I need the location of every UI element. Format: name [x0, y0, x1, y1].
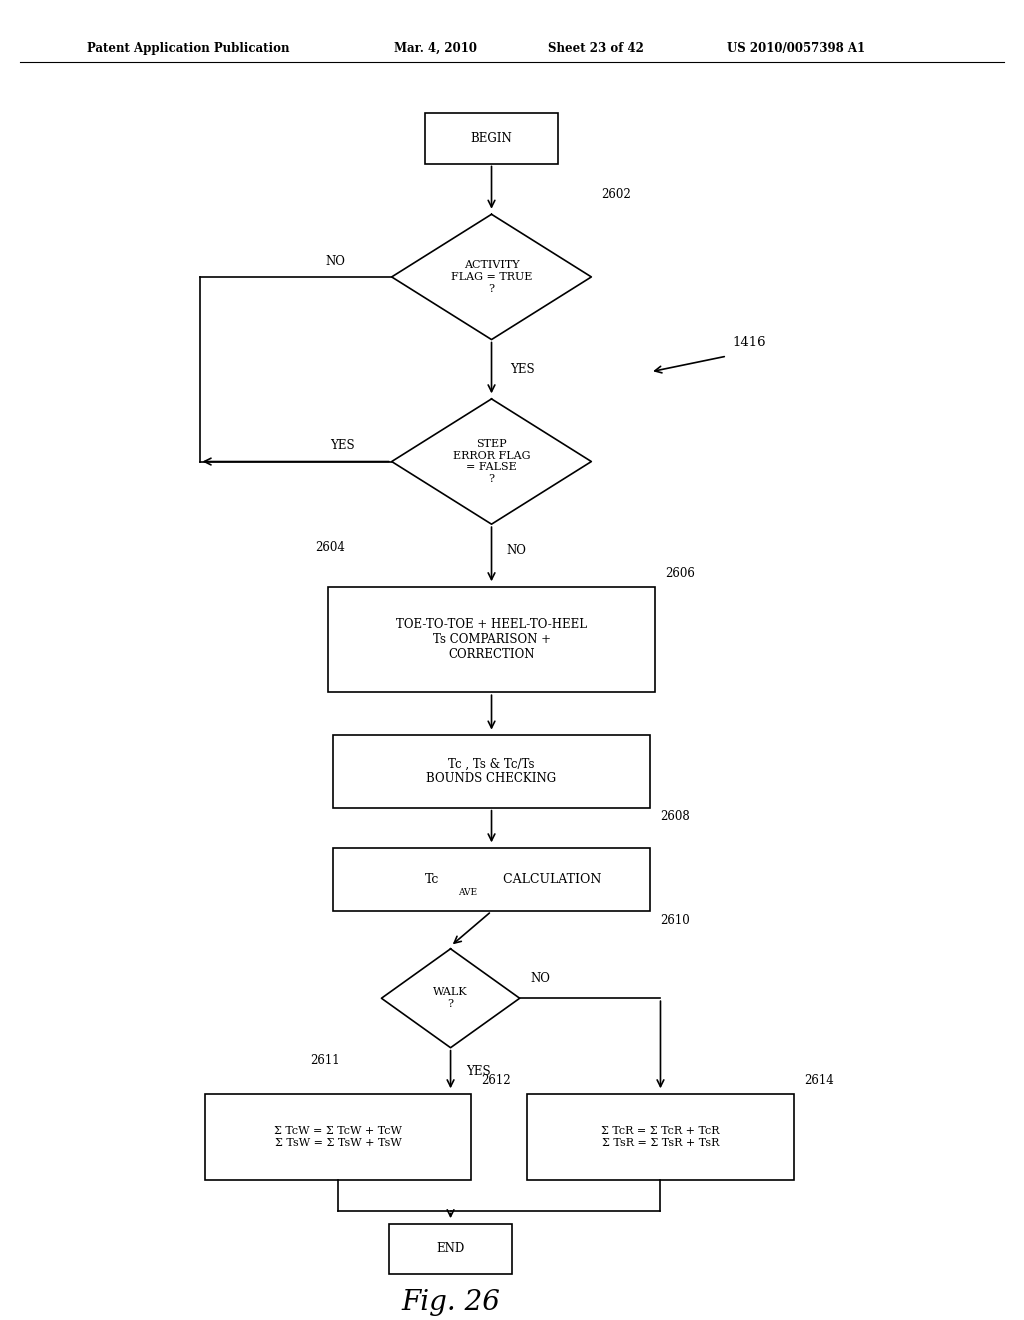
Text: 2604: 2604 [314, 541, 345, 554]
Text: END: END [436, 1242, 465, 1255]
Text: STEP
ERROR FLAG
= FALSE
?: STEP ERROR FLAG = FALSE ? [453, 440, 530, 484]
Text: AVE: AVE [458, 888, 477, 898]
Text: TOE-TO-TOE + HEEL-TO-HEEL
Ts COMPARISON +
CORRECTION: TOE-TO-TOE + HEEL-TO-HEEL Ts COMPARISON … [396, 618, 587, 661]
Text: 2602: 2602 [602, 187, 632, 201]
Text: NO: NO [507, 544, 526, 557]
FancyBboxPatch shape [333, 735, 650, 808]
Text: NO: NO [325, 255, 345, 268]
FancyBboxPatch shape [205, 1094, 471, 1180]
Text: Σ TcW = Σ TcW + TcW
Σ TsW = Σ TsW + TsW: Σ TcW = Σ TcW + TcW Σ TsW = Σ TsW + TsW [274, 1126, 401, 1147]
Text: CALCULATION: CALCULATION [499, 873, 601, 886]
Text: Mar. 4, 2010: Mar. 4, 2010 [394, 42, 477, 54]
Text: 2612: 2612 [481, 1074, 511, 1088]
Text: 1416: 1416 [732, 337, 766, 350]
Text: YES: YES [330, 440, 355, 453]
Text: Fig. 26: Fig. 26 [401, 1290, 500, 1316]
Text: Sheet 23 of 42: Sheet 23 of 42 [548, 42, 644, 54]
Text: BEGIN: BEGIN [471, 132, 512, 145]
Text: Σ TcR = Σ TcR + TcR
Σ TsR = Σ TsR + TsR: Σ TcR = Σ TcR + TcR Σ TsR = Σ TsR + TsR [601, 1126, 720, 1147]
Text: 2614: 2614 [804, 1074, 834, 1088]
Text: Patent Application Publication: Patent Application Publication [87, 42, 290, 54]
Text: YES: YES [510, 363, 535, 376]
FancyBboxPatch shape [527, 1094, 794, 1180]
FancyBboxPatch shape [333, 847, 650, 911]
Text: 2608: 2608 [660, 810, 690, 824]
FancyBboxPatch shape [328, 587, 655, 692]
Text: YES: YES [466, 1065, 490, 1078]
Text: Tc: Tc [425, 873, 439, 886]
Text: WALK
?: WALK ? [433, 987, 468, 1008]
Text: 2611: 2611 [309, 1055, 339, 1068]
Text: 2606: 2606 [666, 568, 695, 579]
Text: US 2010/0057398 A1: US 2010/0057398 A1 [727, 42, 865, 54]
Text: 2610: 2610 [660, 913, 690, 927]
Text: Tc , Ts & Tc/Ts
BOUNDS CHECKING: Tc , Ts & Tc/Ts BOUNDS CHECKING [426, 758, 557, 785]
FancyBboxPatch shape [425, 114, 558, 164]
FancyBboxPatch shape [389, 1224, 512, 1274]
Text: ACTIVITY
FLAG = TRUE
?: ACTIVITY FLAG = TRUE ? [451, 260, 532, 293]
Text: NO: NO [530, 972, 550, 985]
